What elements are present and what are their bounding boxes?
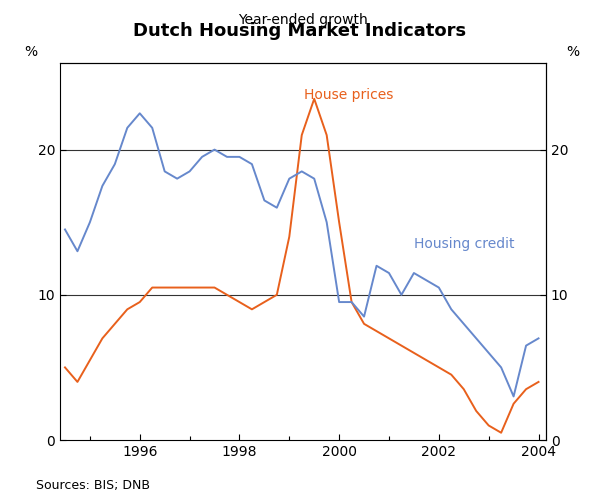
Title: Year-ended growth: Year-ended growth	[238, 12, 368, 26]
Text: %: %	[24, 44, 37, 59]
Text: %: %	[566, 44, 579, 59]
Text: Housing credit: Housing credit	[414, 238, 514, 252]
Text: Sources: BIS; DNB: Sources: BIS; DNB	[36, 480, 150, 492]
Text: House prices: House prices	[304, 88, 394, 102]
Text: Dutch Housing Market Indicators: Dutch Housing Market Indicators	[133, 22, 467, 40]
